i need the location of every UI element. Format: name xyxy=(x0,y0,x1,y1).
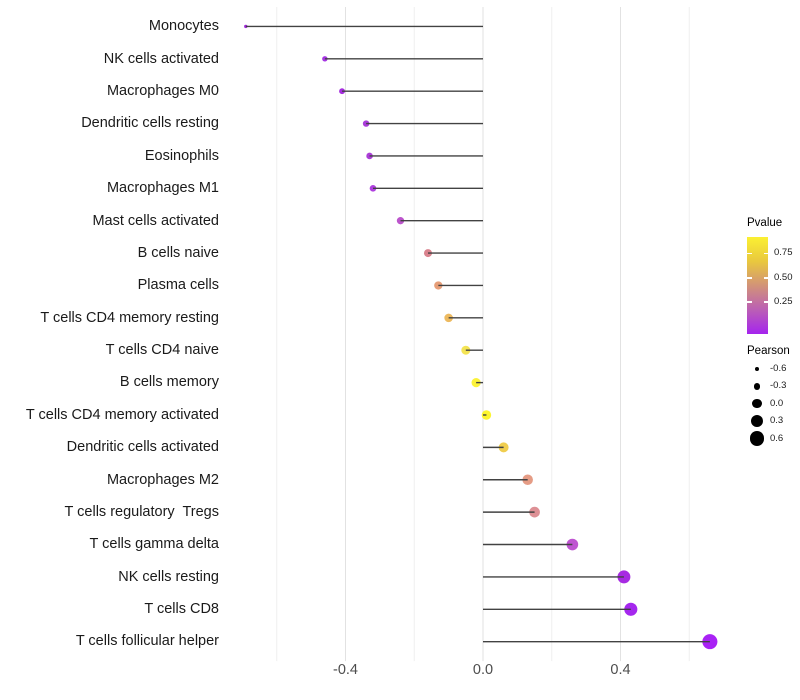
y-axis-label: T cells gamma delta xyxy=(89,536,219,553)
colorbar-tick-mark xyxy=(763,252,768,255)
colorbar-tick-mark xyxy=(747,252,752,255)
colorbar-tick-mark xyxy=(763,301,768,303)
y-axis-label: Mast cells activated xyxy=(92,212,219,229)
legend-pearson: Pearson -0.6 -0.3 0.0 0.3 0.6 xyxy=(747,345,800,455)
x-axis-tick-label: 0.0 xyxy=(472,662,494,678)
colorbar-tick-label: 0.25 xyxy=(774,295,793,307)
legend-size-label: -0.3 xyxy=(770,380,787,392)
y-axis-label: T cells CD8 xyxy=(144,601,219,618)
y-axis-label: Dendritic cells resting xyxy=(81,115,219,132)
y-axis-label: B cells memory xyxy=(119,374,219,391)
x-axis-tick-label: -0.4 xyxy=(333,662,358,678)
colorbar-tick-label: 0.50 xyxy=(774,271,793,283)
y-axis-label: Plasma cells xyxy=(137,277,219,294)
y-axis-label: T cells regulatory Tregs xyxy=(64,503,219,520)
colorbar-tick-label: 0.75 xyxy=(774,247,793,259)
y-axis-label: Macrophages M2 xyxy=(106,471,219,488)
legend-size-dot xyxy=(749,431,765,446)
colorbar-tick-mark xyxy=(763,276,768,279)
legend-size-label: -0.6 xyxy=(770,363,787,374)
legend-size-label: 0.0 xyxy=(770,397,784,409)
y-axis-label: Dendritic cells activated xyxy=(66,439,219,456)
y-axis-label: T cells CD4 naive xyxy=(105,342,219,359)
y-axis-label: B cells naive xyxy=(137,244,219,261)
legend-size-dot xyxy=(751,415,763,428)
legend-size-dot xyxy=(753,382,761,390)
x-axis-tick-label: 0.4 xyxy=(610,662,631,678)
colorbar-tick-mark xyxy=(747,301,752,303)
y-axis-label: NK cells resting xyxy=(118,568,219,585)
legend-size-label: 0.3 xyxy=(770,415,784,427)
legend-pearson-title: Pearson xyxy=(747,345,790,357)
y-axis-label: Macrophages M0 xyxy=(106,82,219,99)
legend-pvalue: Pvalue 0.75 0.50 0.25 xyxy=(747,217,800,337)
y-axis-label: T cells CD4 memory activated xyxy=(25,406,219,423)
pvalue-colorbar xyxy=(747,237,768,334)
y-axis-label: T cells CD4 memory resting xyxy=(40,309,219,326)
legend-pvalue-title: Pvalue xyxy=(747,217,783,229)
y-axis-label: Macrophages M1 xyxy=(106,180,219,197)
legend-size-dot xyxy=(752,399,762,409)
y-axis-label: Eosinophils xyxy=(144,147,219,164)
legend-size-dot xyxy=(754,366,760,372)
colorbar-tick-mark xyxy=(747,276,752,279)
y-axis-label: NK cells activated xyxy=(103,50,219,67)
y-axis-label: T cells follicular helper xyxy=(75,633,219,650)
y-axis-label: Monocytes xyxy=(148,18,219,35)
legend-size-label: 0.6 xyxy=(770,432,784,444)
